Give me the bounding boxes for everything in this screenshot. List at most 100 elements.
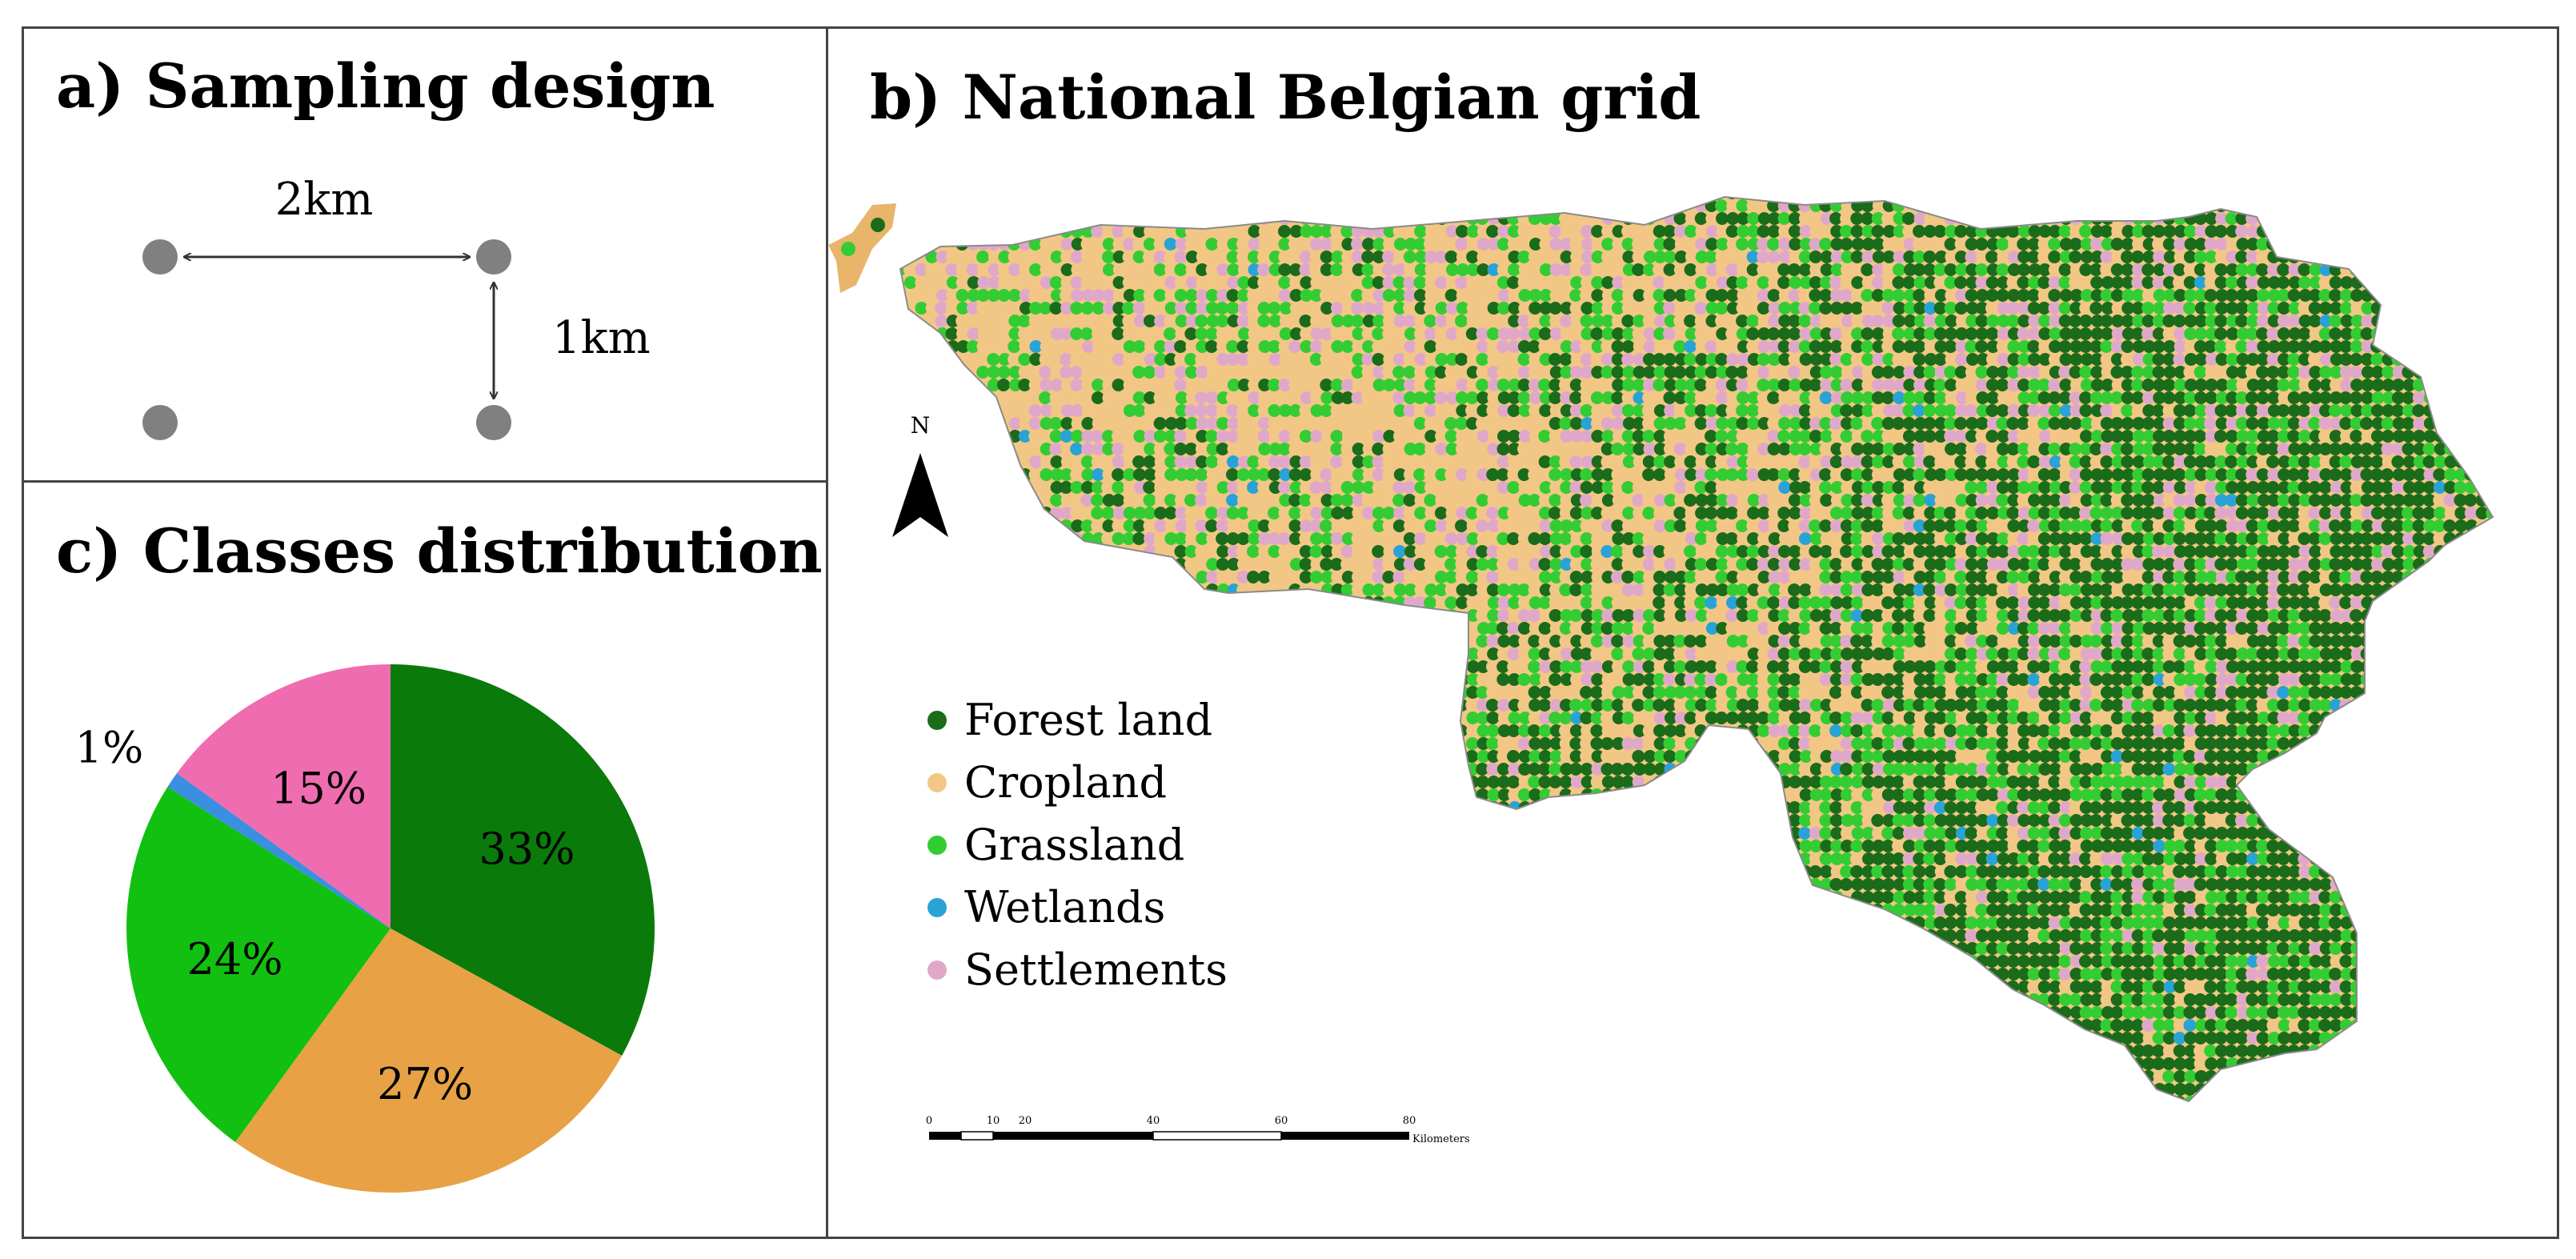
grid-point (1247, 609, 1260, 622)
grid-point (900, 481, 907, 494)
grid-point (914, 801, 927, 814)
grid-point (1227, 878, 1240, 891)
grid-point (1060, 507, 1074, 519)
grid-point (988, 263, 1001, 276)
grid-point (1497, 225, 1511, 238)
grid-point (1507, 1019, 1520, 1032)
grid-point (1476, 763, 1489, 776)
grid-point (1352, 891, 1365, 904)
grid-point (1216, 1019, 1230, 1032)
grid-point (1258, 238, 1272, 251)
grid-point (1570, 197, 1584, 199)
grid-point (1591, 852, 1604, 865)
grid-point (1382, 571, 1396, 583)
grid-point (1466, 955, 1480, 968)
grid-point (1549, 238, 1563, 251)
grid-point (1101, 455, 1115, 468)
grid-point (1340, 481, 1354, 494)
grid-point (1435, 814, 1448, 827)
grid-point (956, 379, 970, 391)
grid-point (1392, 353, 1406, 366)
grid-point (1331, 571, 1344, 583)
grid-point (1092, 468, 1105, 481)
grid-point (1352, 212, 1365, 225)
grid-point (1413, 199, 1427, 212)
grid-point (1237, 891, 1251, 904)
grid-point (1424, 673, 1438, 686)
grid-point (1600, 929, 1614, 942)
grid-point (1247, 788, 1260, 801)
grid-point (1466, 993, 1480, 1006)
grid-point (1601, 660, 1615, 673)
grid-point (976, 366, 990, 379)
grid-point (1216, 1083, 1230, 1096)
grid-point (946, 1057, 959, 1070)
grid-point (1455, 391, 1468, 404)
grid-point (1258, 1044, 1272, 1057)
grid-point (1444, 583, 1458, 596)
grid-point (1476, 609, 1489, 622)
grid-point (1487, 1083, 1500, 1096)
grid-point (935, 814, 948, 827)
grid-point (1330, 494, 1344, 507)
grid-point (1424, 327, 1437, 340)
grid-point (1279, 1019, 1292, 1032)
grid-point (1528, 391, 1542, 404)
grid-point (1340, 197, 1354, 199)
grid-point (1361, 263, 1375, 276)
grid-point (1206, 865, 1220, 878)
grid-point (1444, 814, 1458, 827)
grid-point (1102, 1044, 1116, 1057)
grid-point (1133, 648, 1147, 660)
grid-point (1143, 1096, 1156, 1101)
grid-point (1278, 942, 1292, 955)
grid-point (1206, 596, 1220, 609)
grid-point (1383, 417, 1396, 430)
grid-point (1528, 507, 1542, 519)
grid-point (1455, 1032, 1468, 1044)
grid-point (1414, 1083, 1428, 1096)
grid-point (1445, 1070, 1459, 1083)
grid-point (1528, 724, 1541, 737)
grid-point (1236, 545, 1250, 558)
grid-point (1445, 1096, 1459, 1101)
grid-point (1538, 699, 1552, 712)
grid-point (1538, 622, 1552, 635)
grid-point (915, 1032, 928, 1044)
grid-point (1591, 507, 1604, 519)
grid-point (1248, 827, 1261, 840)
grid-point (1216, 327, 1229, 340)
grid-point (1029, 583, 1043, 596)
grid-point (1071, 519, 1084, 532)
grid-point (1393, 827, 1407, 840)
grid-point (1185, 1032, 1199, 1044)
grid-point (1101, 558, 1115, 571)
grid-point (1580, 391, 1593, 404)
grid-point (1237, 763, 1251, 776)
grid-point (1039, 1044, 1052, 1057)
grid-point (1538, 1044, 1552, 1057)
grid-point (1299, 263, 1312, 276)
grid-point (1340, 468, 1354, 481)
grid-point (1288, 993, 1302, 1006)
grid-point (1112, 455, 1125, 468)
grid-point (1508, 302, 1521, 315)
grid-point (1175, 238, 1188, 251)
grid-point (1092, 1044, 1105, 1057)
grid-point (956, 302, 970, 315)
grid-point (1403, 788, 1416, 801)
grid-point (1133, 1096, 1147, 1101)
grid-point (1122, 302, 1136, 315)
grid-point (987, 430, 1000, 443)
grid-point (945, 238, 959, 251)
grid-point (1081, 199, 1095, 212)
grid-point (1393, 455, 1407, 468)
grid-point (1040, 1019, 1053, 1032)
grid-point (1403, 724, 1416, 737)
grid-point (1268, 1032, 1281, 1044)
grid-point (1444, 430, 1458, 443)
grid-point (915, 212, 928, 225)
grid-point (1216, 929, 1229, 942)
grid-point (1112, 1044, 1126, 1057)
grid-point (914, 827, 927, 840)
